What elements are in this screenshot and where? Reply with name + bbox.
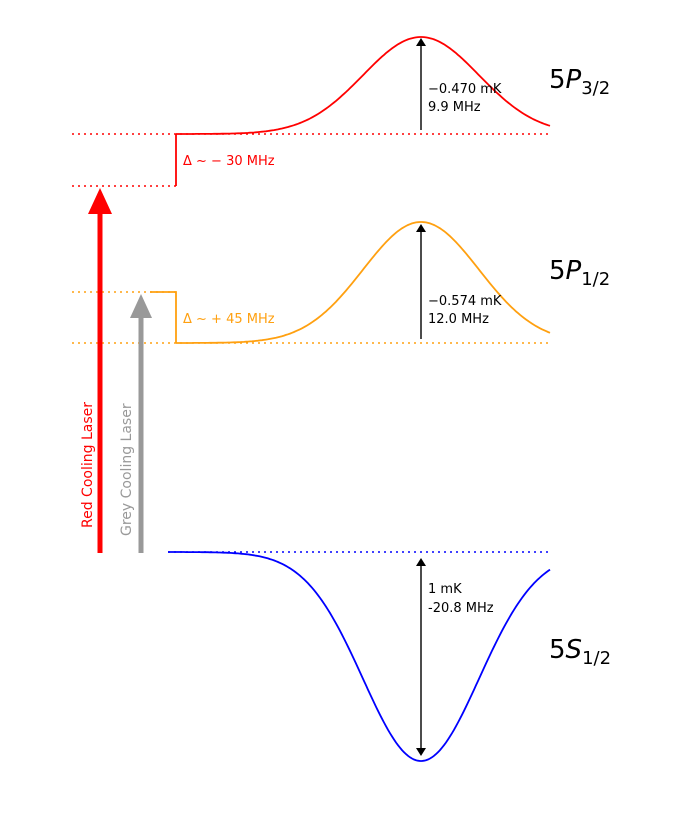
p12-detuning-label: Δ ~ + 45 MHz [183,312,275,327]
p32-state-label: 5P3/2 [549,65,610,99]
grey-laser-arrowhead [130,294,152,318]
p12-state-label: 5P1/2 [549,256,610,290]
grey-cooling-laser: Grey Cooling Laser [119,294,152,553]
p32-shift-label: −0.470 mK [428,82,502,97]
red-laser-label: Red Cooling Laser [80,402,96,528]
p12-potential-curve [176,221,551,344]
s12-shift-label: 1 mK [428,582,462,597]
level-5p32: Δ ~ − 30 MHz −0.470 mK 9.9 MHz 5P3/2 [72,36,610,187]
s12-state-label: 5S1/2 [549,635,611,669]
p32-detuning-label: Δ ~ − 30 MHz [183,154,275,169]
p32-freq-label: 9.9 MHz [428,100,481,115]
p32-potential-curve [176,36,551,135]
level-5p12: Δ ~ + 45 MHz −0.574 mK 12.0 MHz 5P1/2 [72,221,610,344]
grey-laser-label: Grey Cooling Laser [119,403,135,536]
s12-freq-label: -20.8 MHz [428,601,494,616]
red-cooling-laser: Red Cooling Laser [80,188,112,553]
red-laser-arrowhead [88,188,112,214]
p12-freq-label: 12.0 MHz [428,312,489,327]
level-5s12: 1 mK -20.8 MHz 5S1/2 [168,551,611,762]
s12-potential-curve [168,551,551,762]
p12-shift-label: −0.574 mK [428,294,502,309]
p12-detuning-bracket [150,291,177,343]
